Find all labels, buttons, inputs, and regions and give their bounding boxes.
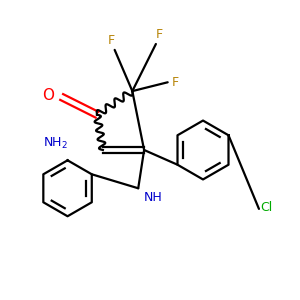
Text: O: O [42, 88, 54, 103]
Text: Cl: Cl [260, 201, 273, 214]
Text: NH$_2$: NH$_2$ [43, 136, 68, 152]
Text: NH: NH [144, 191, 163, 204]
Text: F: F [155, 28, 162, 41]
Text: F: F [172, 76, 179, 89]
Text: F: F [108, 34, 115, 47]
